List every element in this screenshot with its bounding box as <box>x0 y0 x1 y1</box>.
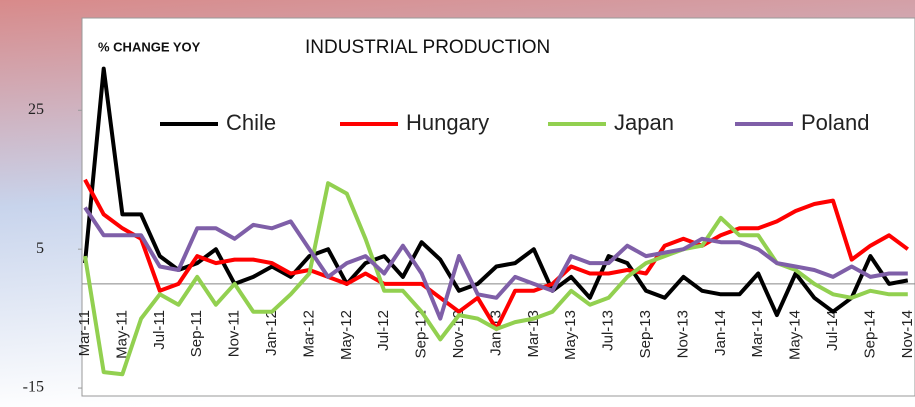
x-tick-label: Mar-11 <box>76 310 93 356</box>
x-tick-label: Sep-12 <box>413 310 430 358</box>
x-tick-label: Mar-14 <box>749 310 766 358</box>
legend-label: Chile <box>226 110 276 135</box>
y-tick-label: 25 <box>28 101 44 118</box>
x-tick-label: Jan-12 <box>263 310 280 356</box>
y-tick-label: 5 <box>36 240 44 257</box>
x-tick-label: Mar-13 <box>525 310 542 358</box>
y-tick-label: -15 <box>23 379 44 396</box>
x-tick-label: Sep-14 <box>861 310 878 358</box>
series-line <box>83 206 908 321</box>
x-tick-label: Jan-14 <box>712 310 729 356</box>
x-tick-label: May-12 <box>338 310 355 360</box>
plot-area <box>81 17 915 397</box>
x-tick-label: May-13 <box>562 310 579 360</box>
series-line <box>83 181 908 377</box>
x-tick-label: May-11 <box>113 310 130 359</box>
x-tick-label: Jul-13 <box>600 310 617 351</box>
legend-label: Poland <box>801 110 870 135</box>
x-tick-label: Sep-13 <box>637 310 654 358</box>
x-tick-label: Nov-11 <box>226 310 243 357</box>
x-tick-label: Nov-14 <box>899 310 915 358</box>
x-tick-label: May-14 <box>787 310 804 360</box>
chart-title: INDUSTRIAL PRODUCTION <box>305 37 550 58</box>
x-tick-label: Jul-14 <box>824 310 841 351</box>
x-tick-label: Nov-13 <box>674 310 691 358</box>
chart-subtitle: % CHANGE YOY <box>98 39 201 54</box>
x-tick-label: Sep-11 <box>188 310 205 357</box>
legend-label: Japan <box>614 110 674 135</box>
x-tick-label: Jul-12 <box>375 310 392 351</box>
legend-label: Hungary <box>406 110 489 135</box>
x-tick-label: Jul-11 <box>151 310 168 350</box>
x-tick-label: Mar-12 <box>300 310 317 358</box>
